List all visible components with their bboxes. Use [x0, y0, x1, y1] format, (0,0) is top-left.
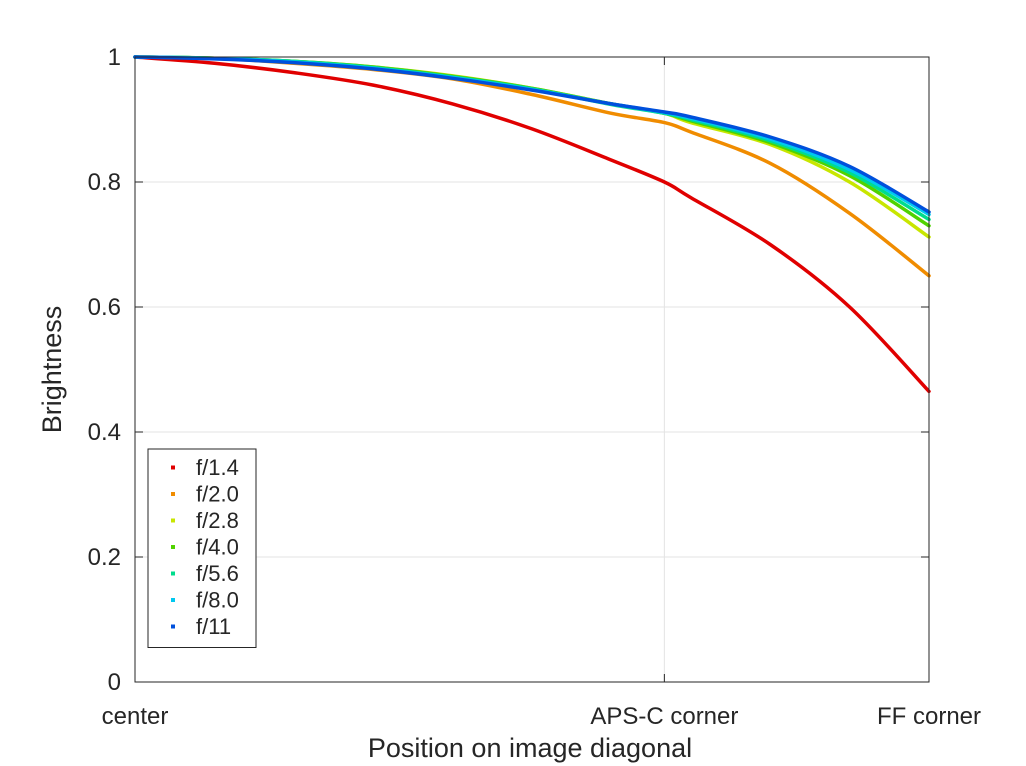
y-tick-label: 0.8 [88, 169, 121, 196]
legend: f/1.4f/2.0f/2.8f/4.0f/5.6f/8.0f/11 [147, 448, 257, 648]
legend-label: f/8.0 [196, 588, 239, 613]
x-tick-label: center [102, 703, 169, 730]
legend-marker [171, 571, 175, 576]
series-line-f11 [133, 55, 931, 214]
y-tick-label: 1 [108, 44, 121, 71]
legend-label: f/5.6 [196, 561, 239, 586]
x-tick-label: FF corner [877, 703, 981, 730]
legend-marker [171, 624, 175, 629]
axis-ticks: 0 0.2 0.4 0.6 0.8 1 center APS-C corner FF corne… [88, 44, 981, 730]
x-axis-title: Position on image diagonal [368, 733, 692, 763]
legend-marker [171, 465, 175, 470]
plot-area-frame [134, 56, 930, 683]
y-axis-title: Brightness [37, 306, 67, 434]
legend-marker [171, 598, 175, 602]
legend-label: f/2.0 [196, 482, 239, 507]
legend-box [147, 448, 257, 648]
legend-marker [171, 545, 175, 549]
y-tick-label: 0.4 [88, 419, 121, 446]
series-lines [133, 55, 931, 394]
legend-marker [171, 518, 175, 523]
y-tick-label: 0 [108, 669, 121, 696]
legend-label: f/2.8 [196, 508, 239, 533]
series-line-f28 [133, 55, 931, 239]
legend-label: f/11 [196, 614, 231, 639]
legend-label: f/1.4 [196, 455, 239, 480]
series-line-f80 [133, 55, 931, 217]
x-tick-label: APS-C corner [590, 703, 738, 730]
legend-label: f/4.0 [196, 535, 239, 560]
series-line-f56 [133, 55, 931, 222]
y-tick-label: 0.2 [88, 544, 121, 571]
series-line-f14 [133, 55, 931, 394]
legend-marker [171, 492, 175, 496]
series-line-f40 [133, 55, 931, 228]
y-tick-label: 0.6 [88, 294, 121, 321]
